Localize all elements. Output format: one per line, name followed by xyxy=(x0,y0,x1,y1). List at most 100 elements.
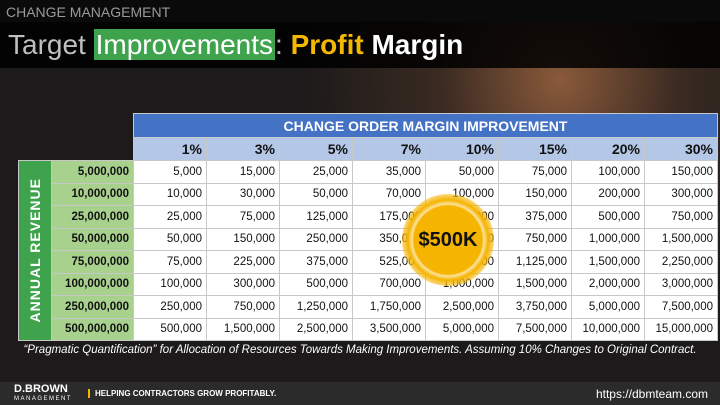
cell: 50,000 xyxy=(133,227,207,251)
data-row: 50,000,00050,000150,000250,000350,000500… xyxy=(19,227,718,251)
margin-table: CHANGE ORDER MARGIN IMPROVEMENT 1% 3% 5% 7% 1… xyxy=(18,113,718,341)
revenue: 500,000,000 xyxy=(51,317,134,341)
cell: 5,000 xyxy=(133,160,207,184)
cell: 100,000 xyxy=(571,160,645,184)
row-group: ANNUAL REVENUE xyxy=(18,160,52,341)
cell: 75,000 xyxy=(498,160,572,184)
logo-text: D.BROWN xyxy=(14,383,68,395)
row-group-label: ANNUAL REVENUE xyxy=(27,178,43,323)
cell: 150,000 xyxy=(206,227,280,251)
cell: 2,500,000 xyxy=(279,317,353,341)
cell: 225,000 xyxy=(206,250,280,274)
column-header: 10% xyxy=(425,137,499,161)
data-row: 10,000,000 10,000 30,000 50,000 70,000 100,00… xyxy=(19,182,718,206)
cell: 50,000 xyxy=(279,182,353,206)
cell: 1,500,000 xyxy=(498,272,572,296)
data-row: ANNUAL REVENUE 5,000,000 5,000 15,000 25,000… xyxy=(18,160,718,341)
cell: 15,000,000 xyxy=(644,317,718,341)
data-row: 500,000,000 500,000 1,500,000 2,500,000 3,50… xyxy=(19,317,718,341)
cell: 25,000 xyxy=(279,160,353,184)
cell: 2,500,000 xyxy=(425,295,499,319)
cell: 3,000,000 xyxy=(644,272,718,296)
revenue: 25,000,000 xyxy=(51,205,134,229)
revenue: 100,000,000 xyxy=(51,272,134,296)
tagline: HELPING CONTRACTORS GROW PROFITABLY. xyxy=(88,389,276,398)
cell: 75,000 xyxy=(206,205,280,229)
cell: 7,500,000 xyxy=(644,295,718,319)
title-highlight: Improvements xyxy=(93,29,276,60)
cell: 1,500,000 xyxy=(206,317,280,341)
cell: 250,000 xyxy=(279,227,353,251)
data-row: 75,000,00075,000225,000375,000525,000750… xyxy=(19,250,718,274)
logo-sub: MANAGEMENT xyxy=(14,396,73,402)
data-row: 100,000,000 100,000 300,000 500,000 700,000 1… xyxy=(19,272,718,296)
cell: 750,000 xyxy=(498,227,572,251)
cell: 250,000 xyxy=(133,295,207,319)
blank xyxy=(19,114,134,138)
cell: 500,000 xyxy=(133,317,207,341)
cell: 2,000,000 xyxy=(571,272,645,296)
cell: 500,000 xyxy=(571,205,645,229)
cell: 10,000,000 xyxy=(571,317,645,341)
data-row: 250,000,000 250,000 750,000 1,250,000 1,750,… xyxy=(19,295,718,319)
revenue: 50,000,000 xyxy=(51,227,134,251)
cell: 300,000 xyxy=(206,272,280,296)
cell: 15,000 xyxy=(206,160,280,184)
cell: 125,000 xyxy=(279,205,353,229)
column-group: CHANGE ORDER MARGIN IMPROVEMENT xyxy=(133,113,718,138)
cell: 5,000,000 xyxy=(571,295,645,319)
column-header: 5% xyxy=(279,137,353,161)
cell: 1,125,000 xyxy=(498,250,572,274)
column-header: 20% xyxy=(571,137,645,161)
cell: 2,250,000 xyxy=(644,250,718,274)
title-accent: Profit xyxy=(290,29,364,60)
cell: 3,750,000 xyxy=(498,295,572,319)
revenue: 5,000,000 xyxy=(51,160,134,184)
cell: 10,000 xyxy=(133,182,207,206)
cell: 3,500,000 xyxy=(352,317,426,341)
column-header: 30% xyxy=(644,137,718,161)
cell: 150,000 xyxy=(644,160,718,184)
title-colon: : xyxy=(275,29,283,60)
column-header: 1% xyxy=(133,137,207,161)
blank xyxy=(19,138,134,161)
cell: 1,500,000 xyxy=(571,250,645,274)
cell: 75,000 xyxy=(133,250,207,274)
cell: 35,000 xyxy=(352,160,426,184)
cell: 375,000 xyxy=(279,250,353,274)
percent-row: 1% 3% 5% 7% 10% 15% 20% 30% xyxy=(19,137,718,161)
column-header: 7% xyxy=(352,137,426,161)
revenue: 10,000,000 xyxy=(51,182,134,206)
cell: 50,000 xyxy=(425,160,499,184)
cell: 200,000 xyxy=(571,182,645,206)
cell: 100,000 xyxy=(133,272,207,296)
cell: 30,000 xyxy=(206,182,280,206)
cell: 70,000 xyxy=(352,182,426,206)
cell: 1,250,000 xyxy=(279,295,353,319)
header-row: CHANGE ORDER MARGIN IMPROVEMENT xyxy=(19,113,718,138)
url[interactable]: https://dbmteam.com xyxy=(595,387,708,401)
cell: 7,500,000 xyxy=(498,317,572,341)
cell: 300,000 xyxy=(644,182,718,206)
cell: 1,500,000 xyxy=(644,227,718,251)
cell: 375,000 xyxy=(498,205,572,229)
data-row: 25,000,00025,00075,000125,000175,000250,… xyxy=(19,205,718,229)
footer: D.BROWN MANAGEMENT HELPING CONTRACTORS GR… xyxy=(0,382,720,405)
cell: 750,000 xyxy=(206,295,280,319)
cell: 5,000,000 xyxy=(425,317,499,341)
revenue: 75,000,000 xyxy=(51,250,134,274)
section-label: CHANGE MANAGEMENT xyxy=(0,0,720,22)
revenue: 250,000,000 xyxy=(51,295,134,319)
cell: 150,000 xyxy=(498,182,572,206)
title-part: Target xyxy=(8,29,86,60)
cell: 1,750,000 xyxy=(352,295,426,319)
badge: $500K xyxy=(402,194,494,286)
logo: D.BROWN MANAGEMENT xyxy=(14,384,72,404)
column-header: 15% xyxy=(498,137,572,161)
cell: 700,000 xyxy=(352,272,426,296)
cell: 25,000 xyxy=(133,205,207,229)
cell: 750,000 xyxy=(644,205,718,229)
caption: “Pragmatic Quantification” for Allocatio… xyxy=(23,344,697,356)
cell: 500,000 xyxy=(279,272,353,296)
